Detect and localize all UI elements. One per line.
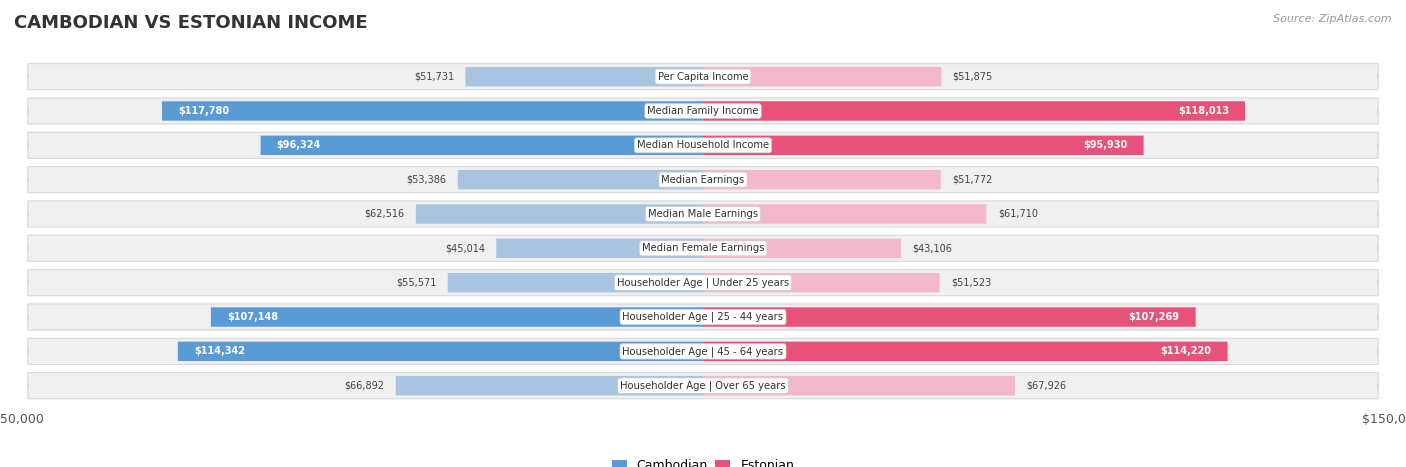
Text: Per Capita Income: Per Capita Income: [658, 71, 748, 82]
Text: $55,571: $55,571: [396, 278, 436, 288]
FancyBboxPatch shape: [211, 307, 703, 327]
Text: $43,106: $43,106: [912, 243, 952, 253]
FancyBboxPatch shape: [447, 273, 703, 292]
FancyBboxPatch shape: [28, 98, 1378, 124]
Text: $117,780: $117,780: [179, 106, 229, 116]
FancyBboxPatch shape: [458, 170, 703, 190]
Text: Householder Age | Over 65 years: Householder Age | Over 65 years: [620, 381, 786, 391]
Text: Householder Age | 25 - 44 years: Householder Age | 25 - 44 years: [623, 312, 783, 322]
FancyBboxPatch shape: [703, 273, 939, 292]
FancyBboxPatch shape: [28, 269, 1378, 296]
Text: Median Female Earnings: Median Female Earnings: [641, 243, 765, 253]
FancyBboxPatch shape: [28, 235, 1378, 262]
Text: Median Male Earnings: Median Male Earnings: [648, 209, 758, 219]
Text: $51,731: $51,731: [413, 71, 454, 82]
Text: Source: ZipAtlas.com: Source: ZipAtlas.com: [1274, 14, 1392, 24]
Text: Median Household Income: Median Household Income: [637, 140, 769, 150]
Text: $114,342: $114,342: [194, 347, 245, 356]
Text: $66,892: $66,892: [344, 381, 384, 391]
FancyBboxPatch shape: [496, 239, 703, 258]
Text: Householder Age | 45 - 64 years: Householder Age | 45 - 64 years: [623, 346, 783, 357]
FancyBboxPatch shape: [703, 101, 1246, 120]
FancyBboxPatch shape: [703, 204, 987, 224]
Text: $67,926: $67,926: [1026, 381, 1067, 391]
Text: $45,014: $45,014: [444, 243, 485, 253]
FancyBboxPatch shape: [703, 307, 1195, 327]
FancyBboxPatch shape: [703, 342, 1227, 361]
FancyBboxPatch shape: [28, 167, 1378, 193]
FancyBboxPatch shape: [395, 376, 703, 396]
Text: $118,013: $118,013: [1178, 106, 1229, 116]
Text: $61,710: $61,710: [998, 209, 1038, 219]
FancyBboxPatch shape: [28, 373, 1378, 399]
Text: Median Family Income: Median Family Income: [647, 106, 759, 116]
Text: Median Earnings: Median Earnings: [661, 175, 745, 184]
Text: $107,148: $107,148: [226, 312, 278, 322]
FancyBboxPatch shape: [28, 338, 1378, 364]
Legend: Cambodian, Estonian: Cambodian, Estonian: [606, 454, 800, 467]
Text: $53,386: $53,386: [406, 175, 446, 184]
Text: Householder Age | Under 25 years: Householder Age | Under 25 years: [617, 277, 789, 288]
Text: $51,523: $51,523: [950, 278, 991, 288]
Text: CAMBODIAN VS ESTONIAN INCOME: CAMBODIAN VS ESTONIAN INCOME: [14, 14, 368, 32]
FancyBboxPatch shape: [416, 204, 703, 224]
Text: $107,269: $107,269: [1129, 312, 1180, 322]
Text: $62,516: $62,516: [364, 209, 405, 219]
FancyBboxPatch shape: [703, 376, 1015, 396]
FancyBboxPatch shape: [28, 132, 1378, 158]
FancyBboxPatch shape: [162, 101, 703, 120]
FancyBboxPatch shape: [28, 304, 1378, 330]
Text: $96,324: $96,324: [277, 140, 321, 150]
FancyBboxPatch shape: [703, 135, 1143, 155]
FancyBboxPatch shape: [28, 201, 1378, 227]
Text: $95,930: $95,930: [1083, 140, 1128, 150]
FancyBboxPatch shape: [703, 67, 941, 86]
Text: $51,875: $51,875: [953, 71, 993, 82]
Text: $51,772: $51,772: [952, 175, 993, 184]
FancyBboxPatch shape: [703, 239, 901, 258]
FancyBboxPatch shape: [703, 170, 941, 190]
FancyBboxPatch shape: [260, 135, 703, 155]
FancyBboxPatch shape: [465, 67, 703, 86]
Text: $114,220: $114,220: [1160, 347, 1212, 356]
FancyBboxPatch shape: [177, 342, 703, 361]
FancyBboxPatch shape: [28, 64, 1378, 90]
